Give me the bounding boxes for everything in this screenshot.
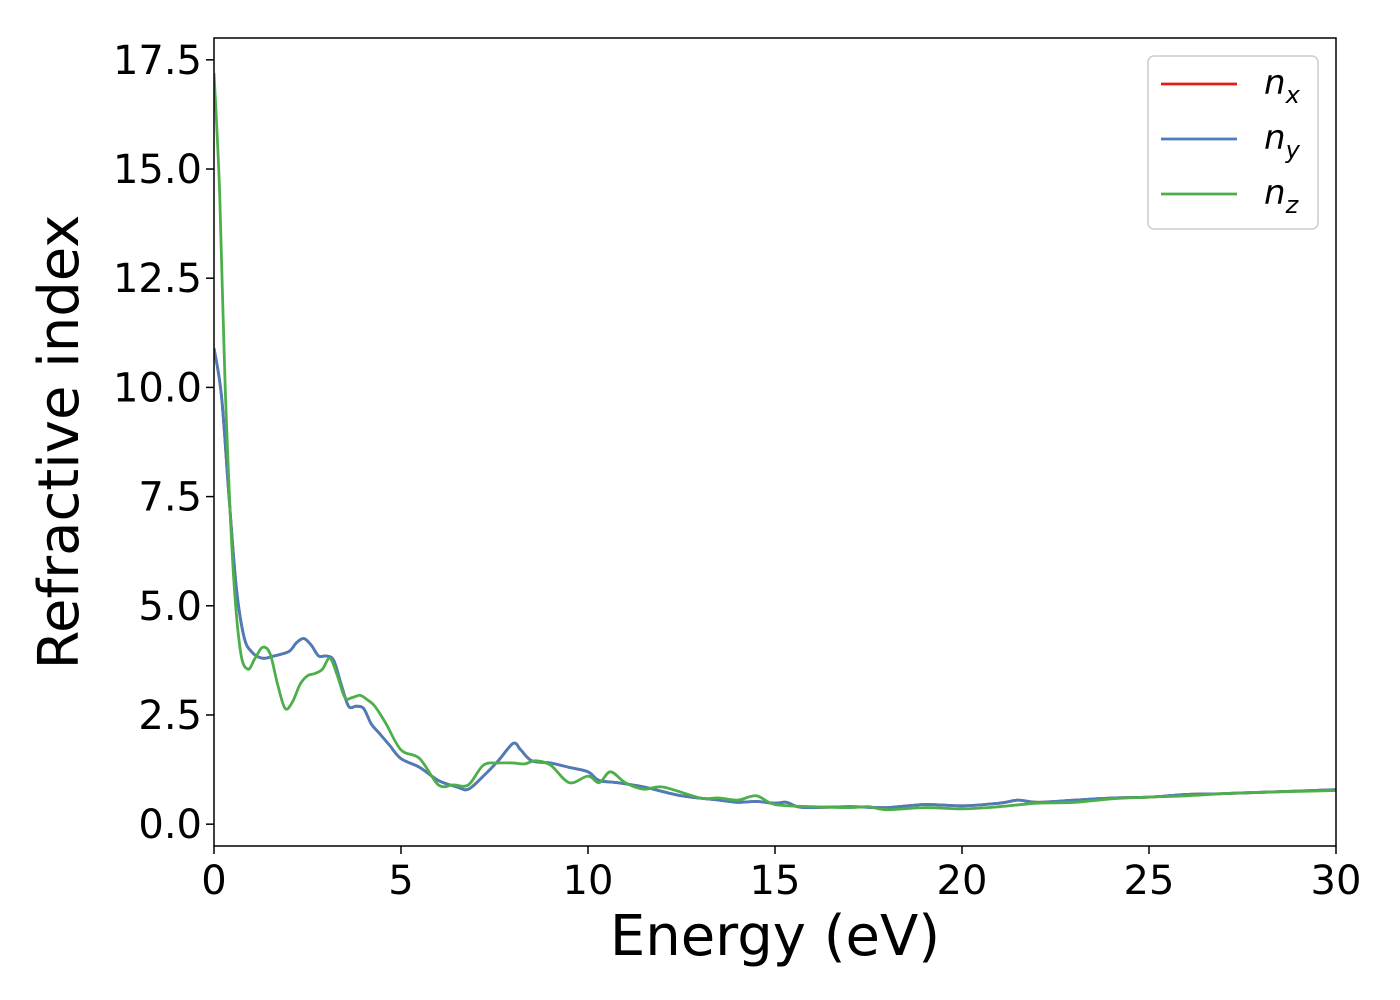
x-tick-label: 0 (201, 858, 226, 904)
y-tick-label: 5.0 (138, 584, 202, 630)
y-tick-label: 17.5 (113, 38, 202, 84)
x-axis-title: Energy (eV) (610, 904, 940, 969)
y-tick-label: 10.0 (113, 365, 202, 411)
x-tick-label: 5 (388, 858, 413, 904)
series-line-n-y (214, 347, 1336, 810)
y-axis-title: Refractive index (27, 215, 92, 670)
x-tick-label: 25 (1124, 858, 1175, 904)
y-tick-label: 0.0 (138, 802, 202, 848)
y-tick-label: 2.5 (138, 693, 202, 739)
series-line-n-z (214, 72, 1336, 812)
y-tick-label: 12.5 (113, 256, 202, 302)
x-axis: 0 5 10 15 20 25 30 (201, 846, 1361, 904)
x-tick-label: 10 (563, 858, 614, 904)
x-tick-label: 20 (937, 858, 988, 904)
y-axis: 0.0 2.5 5.0 7.5 10.0 12.5 15.0 17.5 (113, 38, 214, 848)
plot-area (214, 72, 1336, 812)
x-tick-label: 30 (1311, 858, 1362, 904)
legend-box (1147, 55, 1319, 230)
y-tick-label: 7.5 (138, 475, 202, 521)
x-tick-label: 15 (750, 858, 801, 904)
y-tick-label: 15.0 (113, 147, 202, 193)
